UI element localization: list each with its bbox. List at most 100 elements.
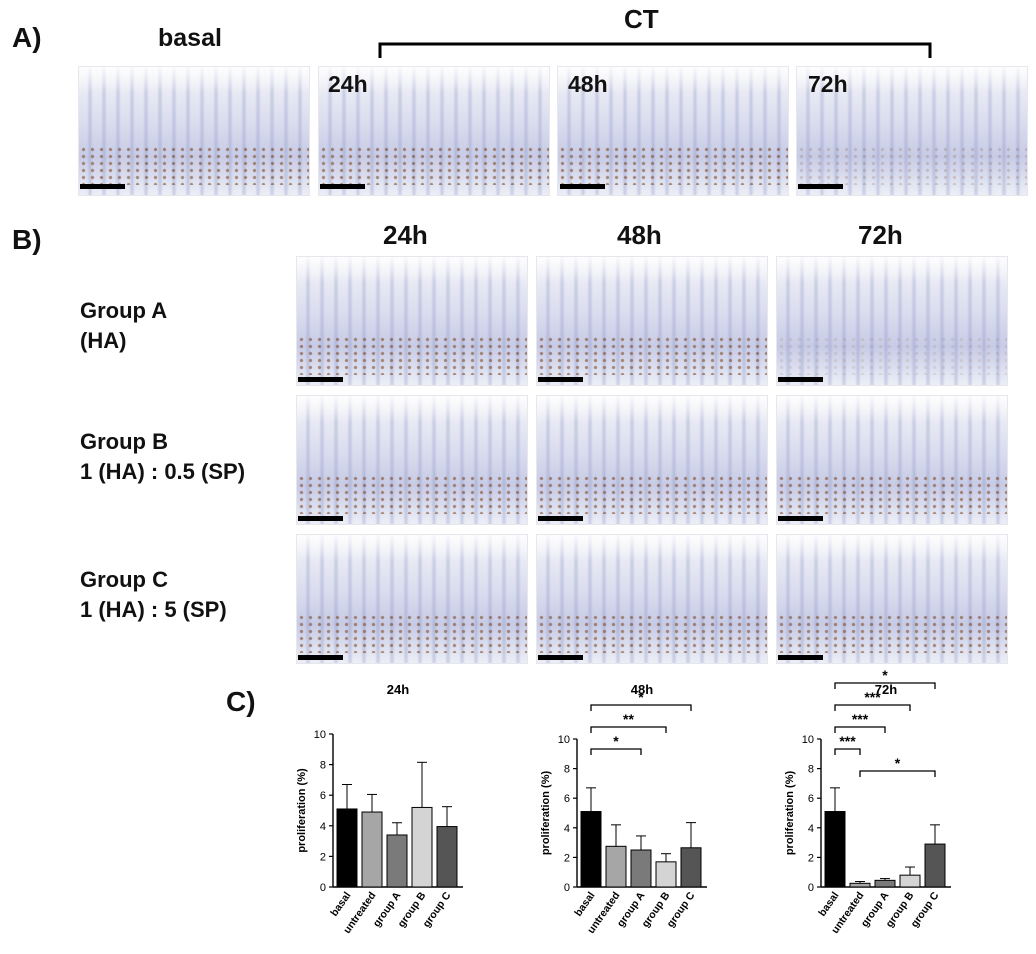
y-axis-label: proliferation (%) <box>540 771 552 856</box>
micrograph-b-groupc-72h <box>776 534 1008 664</box>
micrograph-a-basal <box>78 66 310 196</box>
group-b-label: Group B 1 (HA) : 0.5 (SP) <box>80 427 245 487</box>
x-tick-label: basal <box>816 890 841 919</box>
group-a-label: Group A (HA) <box>80 296 167 356</box>
bar <box>630 849 652 888</box>
group-detail: 1 (HA) : 0.5 (SP) <box>80 459 246 484</box>
scale-bar <box>538 655 583 660</box>
bar <box>411 806 433 888</box>
y-tick-label: 6 <box>808 793 814 805</box>
significance-bracket <box>590 704 692 711</box>
ct-bracket <box>378 42 932 58</box>
timepoint-b-24h: 24h <box>383 220 428 250</box>
significance-label: * <box>895 755 901 771</box>
scale-bar <box>80 184 125 189</box>
panel-a-letter: A) <box>12 22 42 53</box>
group-name: Group C <box>80 567 168 592</box>
chart-title: 48h <box>631 682 653 697</box>
scale-bar <box>320 184 365 189</box>
timepoint-b-48h: 48h <box>617 220 662 250</box>
scale-bar <box>798 184 843 189</box>
micrograph-b-groupa-24h <box>296 256 528 386</box>
y-tick-label: 8 <box>564 764 570 776</box>
x-tick-label: basal <box>572 890 597 919</box>
significance-label: *** <box>839 733 856 749</box>
significance-bracket <box>590 748 642 755</box>
significance-bracket <box>859 770 936 777</box>
scale-bar <box>538 516 583 521</box>
y-tick-label: 10 <box>558 734 570 746</box>
y-tick-label: 0 <box>808 882 814 894</box>
timepoint-a-48h: 48h <box>568 71 608 97</box>
timepoint-a-24h: 24h <box>328 71 368 97</box>
significance-label: *** <box>864 689 881 705</box>
y-axis-label: proliferation (%) <box>784 771 796 856</box>
group-detail: (HA) <box>80 328 127 353</box>
group-c-label: Group C 1 (HA) : 5 (SP) <box>80 565 227 625</box>
micrograph-b-groupb-24h <box>296 395 528 525</box>
y-tick-label: 0 <box>320 882 326 894</box>
panel-c-letter: C) <box>226 686 256 717</box>
x-tick-label: basal <box>328 890 353 919</box>
significance-bracket <box>590 726 667 733</box>
scale-bar <box>778 377 823 382</box>
bar <box>899 874 921 888</box>
group-detail: 1 (HA) : 5 (SP) <box>80 597 227 622</box>
timepoint-a-72h: 72h <box>808 71 848 97</box>
bar <box>580 811 602 888</box>
y-tick-label: 2 <box>808 852 814 864</box>
y-tick-label: 6 <box>320 790 326 802</box>
micrograph-b-groupc-24h <box>296 534 528 664</box>
y-tick-label: 4 <box>808 823 814 835</box>
y-tick-label: 2 <box>320 851 326 863</box>
y-tick-label: 10 <box>314 729 326 741</box>
micrograph-a-24h <box>318 66 550 196</box>
y-tick-label: 8 <box>808 764 814 776</box>
panel-b-letter: B) <box>12 224 42 255</box>
significance-label: ** <box>623 711 634 727</box>
scale-bar <box>778 516 823 521</box>
bar <box>655 861 677 888</box>
significance-label: * <box>613 733 619 749</box>
bar <box>336 808 358 888</box>
significance-label: * <box>882 670 888 683</box>
scale-bar <box>778 655 823 660</box>
y-tick-label: 10 <box>802 734 814 746</box>
y-tick-label: 2 <box>564 852 570 864</box>
scale-bar <box>538 377 583 382</box>
significance-bracket <box>834 726 886 733</box>
scale-bar <box>298 377 343 382</box>
bar <box>924 843 946 888</box>
chart-title: 24h <box>387 682 409 697</box>
scale-bar <box>298 516 343 521</box>
significance-bracket <box>834 748 861 755</box>
bar <box>605 845 627 888</box>
bar <box>874 879 896 888</box>
bar <box>386 834 408 888</box>
scale-bar <box>560 184 605 189</box>
group-name: Group A <box>80 298 168 323</box>
group-name: Group B <box>80 429 168 454</box>
y-tick-label: 0 <box>564 882 570 894</box>
bar <box>436 826 458 888</box>
bar <box>680 847 702 888</box>
ct-label: CT <box>624 4 659 34</box>
significance-bracket <box>834 704 911 711</box>
micrograph-b-groupc-48h <box>536 534 768 664</box>
micrograph-b-groupb-72h <box>776 395 1008 525</box>
bar <box>361 811 383 888</box>
y-tick-label: 8 <box>320 760 326 772</box>
chart-title: 72h <box>875 682 897 697</box>
micrograph-a-48h <box>557 66 789 196</box>
y-tick-label: 6 <box>564 793 570 805</box>
significance-bracket <box>834 682 936 689</box>
significance-label: *** <box>852 711 869 727</box>
timepoint-b-72h: 72h <box>858 220 903 250</box>
micrograph-b-groupa-48h <box>536 256 768 386</box>
y-axis-label: proliferation (%) <box>296 768 308 853</box>
y-tick-label: 4 <box>564 823 570 835</box>
micrograph-a-72h <box>796 66 1028 196</box>
micrograph-b-groupa-72h <box>776 256 1008 386</box>
scale-bar <box>298 655 343 660</box>
